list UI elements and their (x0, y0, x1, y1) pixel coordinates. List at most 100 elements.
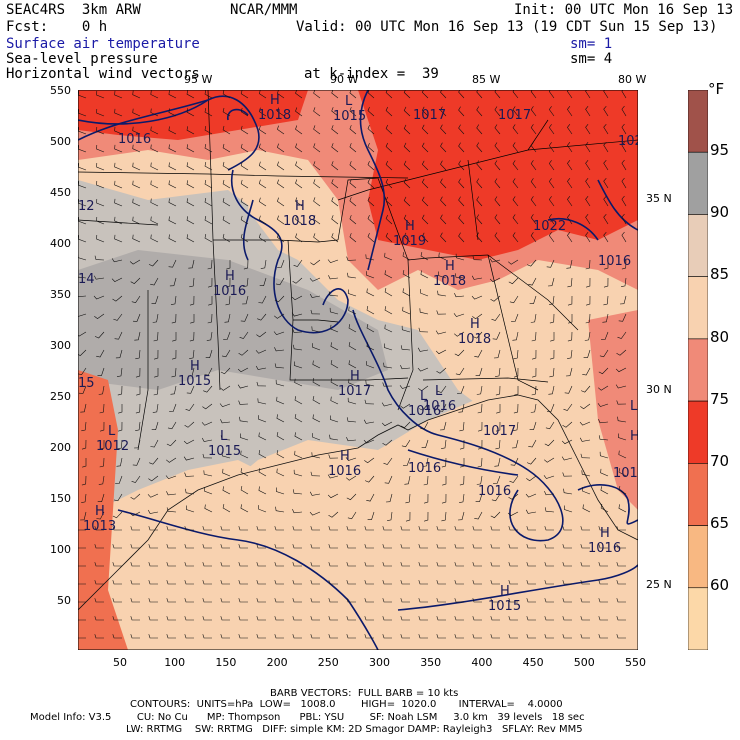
wind-barb (99, 457, 105, 468)
wind-barb (526, 544, 536, 549)
wind-barb (277, 125, 285, 135)
wind-barb (603, 232, 609, 243)
wind-barb (292, 544, 302, 549)
wind-barb (96, 511, 105, 520)
y-tick-label: 100 (50, 543, 71, 556)
wind-barb (222, 504, 231, 513)
wind-barb (489, 258, 501, 263)
wind-vectors (78, 90, 627, 639)
wind-barb (475, 493, 483, 502)
wind-barb (582, 487, 591, 495)
y-tick-label: 550 (50, 84, 71, 97)
wind-barb (274, 598, 284, 603)
wind-barb (171, 367, 177, 378)
wind-barb (454, 544, 464, 549)
wind-barb (313, 197, 321, 207)
wind-barb (330, 378, 339, 387)
wind-barb (313, 143, 321, 153)
wind-barb (129, 259, 141, 265)
wind-barb (114, 180, 123, 189)
wind-barb (366, 324, 375, 333)
wind-barb (619, 295, 627, 305)
wind-barb (170, 295, 177, 305)
wind-barb (346, 580, 356, 585)
wind-barb (291, 312, 303, 317)
wind-barb (78, 367, 87, 376)
y-tick-label: 450 (50, 186, 71, 199)
wind-barb (221, 451, 231, 459)
wind-barb (312, 414, 321, 423)
wind-barb (367, 232, 375, 243)
wind-barb (130, 616, 140, 621)
lon-label: 90 W (330, 73, 359, 86)
wind-barb (204, 216, 213, 225)
wind-barb (471, 275, 483, 280)
x-tick-label: 300 (369, 656, 390, 669)
wind-barb (277, 179, 285, 189)
wind-barb (183, 439, 195, 445)
wind-barb (454, 598, 464, 603)
legend-swatch (688, 90, 708, 153)
wind-barb (130, 634, 140, 639)
wind-barb (403, 160, 411, 171)
wind-barb (530, 90, 537, 99)
wind-barb (240, 450, 249, 459)
wind-barb (566, 259, 573, 269)
wind-barb (621, 195, 627, 207)
wind-barb (78, 583, 86, 585)
wind-barb (616, 598, 626, 603)
wind-barb (418, 327, 429, 333)
wind-barb (435, 349, 447, 355)
lon-label: 80 W (618, 73, 647, 86)
wind-barb (295, 143, 303, 153)
wind-barb (130, 580, 140, 585)
wind-barb (422, 457, 429, 467)
wind-barb (220, 634, 230, 639)
wind-barb (532, 349, 537, 360)
wind-barb (220, 385, 231, 391)
wind-barb (402, 288, 411, 297)
wind-barb (78, 637, 86, 639)
wind-barb (257, 398, 267, 405)
wind-barb (313, 161, 321, 171)
wind-barb (94, 313, 105, 319)
wind-barb (493, 349, 501, 359)
wind-barb (78, 331, 87, 337)
wind-barb (256, 544, 266, 549)
pressure-center-type: H (630, 429, 638, 444)
wind-barb (240, 233, 249, 243)
wind-barb (441, 493, 447, 504)
wind-barb (94, 580, 104, 585)
wind-barb (331, 90, 339, 99)
wind-barb (365, 380, 375, 387)
wind-barb (222, 125, 231, 135)
pressure-center-type: H (295, 199, 305, 214)
wind-barb (114, 108, 123, 117)
wind-barb (585, 160, 591, 171)
wind-barb (208, 296, 213, 306)
wind-barb (567, 277, 573, 288)
wind-barb (598, 598, 608, 603)
y-tick-label: 50 (57, 594, 71, 607)
wind-barb (188, 259, 195, 269)
wind-barb (436, 562, 446, 567)
wind-barb (256, 526, 266, 531)
wind-barb (526, 616, 536, 621)
wind-barb (328, 275, 339, 280)
wind-barb (547, 277, 555, 287)
wind-barb (421, 124, 429, 135)
wind-barb (168, 234, 177, 243)
lat-label: 30 N (646, 383, 672, 396)
wind-barb (530, 214, 537, 225)
wind-barb (346, 526, 356, 531)
wind-barb (132, 162, 141, 171)
wind-barb (94, 598, 104, 603)
wind-barb (490, 616, 500, 621)
wind-barb (453, 313, 465, 317)
wind-barb (381, 402, 393, 407)
wind-barb (417, 347, 429, 352)
wind-barb (525, 493, 537, 498)
wind-barb (366, 361, 375, 369)
wind-barb (420, 252, 429, 261)
coastline (78, 394, 638, 611)
